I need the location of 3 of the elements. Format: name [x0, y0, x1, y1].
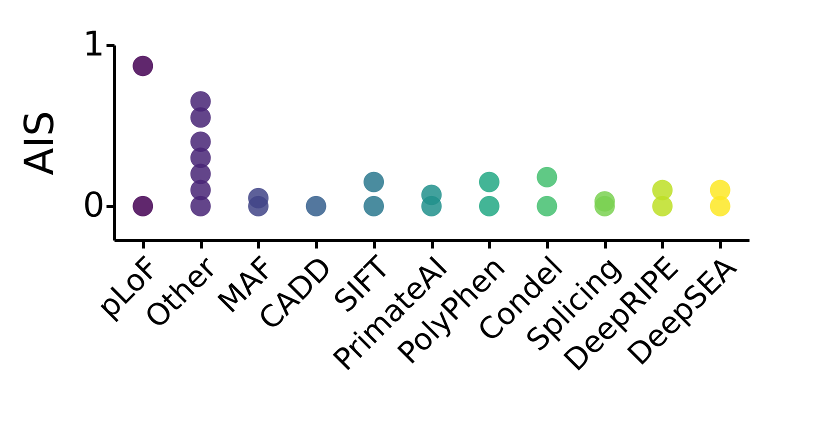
y-tick-label: 1	[82, 24, 104, 64]
y-axis-title: AIS	[16, 110, 63, 176]
y-tick-label: 0	[82, 186, 104, 226]
